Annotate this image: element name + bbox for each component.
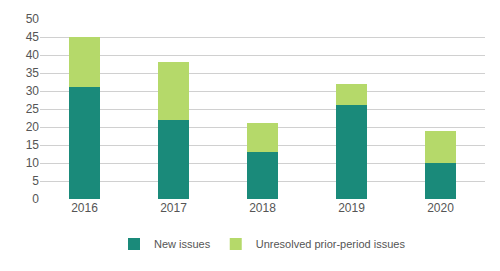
svg-text:New issues: New issues <box>154 238 211 250</box>
svg-text:5: 5 <box>32 174 39 188</box>
svg-text:Unresolved prior-period issues: Unresolved prior-period issues <box>256 238 406 250</box>
svg-text:25: 25 <box>26 102 40 116</box>
svg-text:2019: 2019 <box>338 201 365 215</box>
svg-text:2018: 2018 <box>249 201 276 215</box>
svg-text:0: 0 <box>32 192 39 206</box>
svg-text:50: 50 <box>26 12 40 26</box>
svg-text:40: 40 <box>26 48 40 62</box>
svg-text:15: 15 <box>26 138 40 152</box>
svg-text:2016: 2016 <box>71 201 98 215</box>
svg-text:30: 30 <box>26 84 40 98</box>
svg-text:35: 35 <box>26 66 40 80</box>
svg-text:2020: 2020 <box>427 201 454 215</box>
svg-text:45: 45 <box>26 30 40 44</box>
svg-text:2017: 2017 <box>160 201 187 215</box>
svg-text:20: 20 <box>26 120 40 134</box>
svg-text:10: 10 <box>26 156 40 170</box>
